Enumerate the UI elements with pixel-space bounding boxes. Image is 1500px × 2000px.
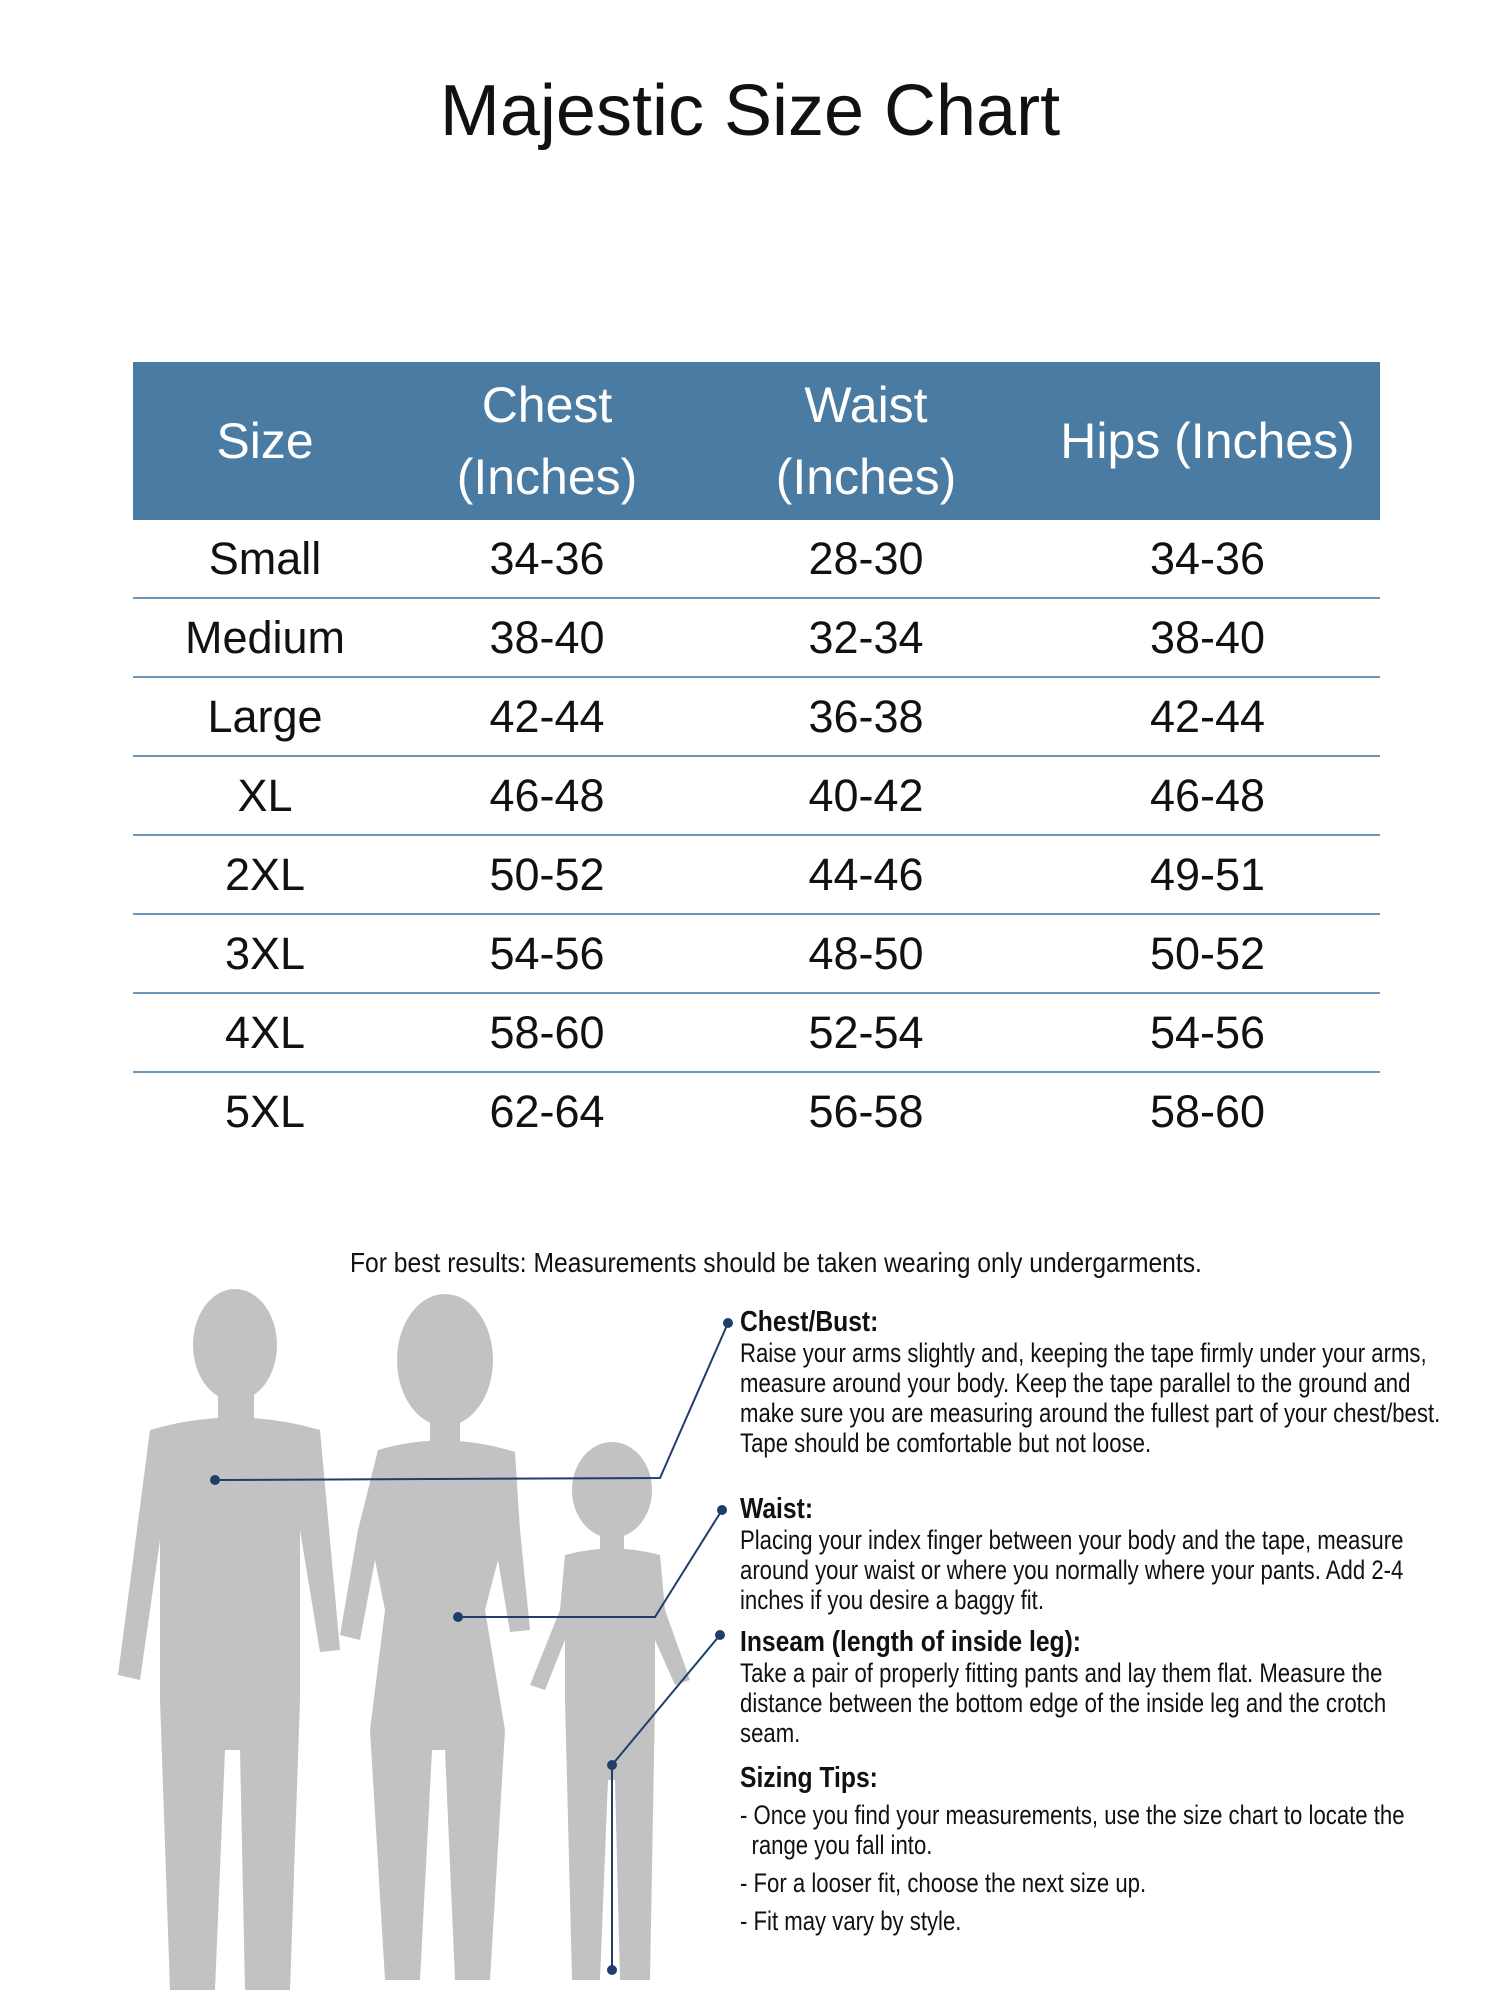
- cell-hips: 38-40: [1035, 598, 1380, 678]
- inseam-heading: Inseam (length of inside leg):: [740, 1626, 1082, 1658]
- table-row: Large 42-44 36-38 42-44: [133, 677, 1380, 757]
- inseam-label-marker: [715, 1630, 725, 1640]
- chest-marker: [210, 1475, 220, 1485]
- inseam-marker-top: [607, 1760, 617, 1770]
- chest-label-marker: [723, 1318, 733, 1328]
- table-row: Small 34-36 28-30 34-36: [133, 520, 1380, 599]
- cell-size: XL: [133, 756, 397, 836]
- waist-heading: Waist:: [740, 1493, 814, 1525]
- inseam-section: Inseam (length of inside leg): Take a pa…: [740, 1626, 1470, 1748]
- cell-size: Small: [133, 520, 397, 599]
- cell-waist: 52-54: [697, 993, 1035, 1073]
- cell-size: 4XL: [133, 993, 397, 1073]
- table-header-row: Size Chest (Inches) Waist (Inches) Hips (I…: [133, 362, 1380, 520]
- cell-chest: 38-40: [397, 598, 697, 678]
- chest-section: Chest/Bust: Raise your arms slightly and…: [740, 1306, 1470, 1458]
- cell-waist: 56-58: [808, 1085, 924, 1137]
- header-waist: Waist (Inches): [697, 362, 1035, 520]
- cell-size: Medium: [133, 598, 397, 678]
- cell-hips: 50-52: [1035, 914, 1380, 994]
- cell-size: Large: [133, 677, 397, 757]
- cell-hips: 34-36: [1035, 520, 1380, 599]
- cell-waist: 28-30: [697, 520, 1035, 599]
- cell-hips: 58-60: [1149, 1085, 1266, 1137]
- sizing-tip: - Fit may vary by style.: [740, 1906, 962, 1936]
- sizing-tips-heading: Sizing Tips:: [740, 1762, 878, 1794]
- sizing-tip: - For a looser fit, choose the next size…: [740, 1868, 1147, 1898]
- table-row: Medium 38-40 32-34 38-40: [133, 598, 1380, 678]
- cell-chest: 34-36: [397, 520, 697, 599]
- waist-text: Placing your index finger between your b…: [740, 1525, 1404, 1615]
- cell-hips: 46-48: [1035, 756, 1380, 836]
- inseam-text: Take a pair of properly fitting pants an…: [740, 1658, 1387, 1748]
- size-chart-table: Size Chest (Inches) Waist (Inches) Hips (I…: [133, 362, 1380, 1150]
- sizing-tips-list: - Once you find your measurements, use t…: [740, 1800, 1470, 1936]
- cell-chest: 42-44: [397, 677, 697, 757]
- table-row: XL 46-48 40-42 46-48: [133, 756, 1380, 836]
- cell-chest: 54-56: [397, 914, 697, 994]
- cell-hips: 42-44: [1035, 677, 1380, 757]
- table-row: 4XL 58-60 52-54 54-56: [133, 993, 1380, 1073]
- table-row: 5XL 62-64 56-58 58-60: [133, 1072, 1380, 1150]
- cell-waist: 32-34: [697, 598, 1035, 678]
- cell-size: 5XL: [224, 1085, 306, 1137]
- header-hips: Hips (Inches): [1035, 362, 1380, 520]
- cell-chest: 50-52: [397, 835, 697, 915]
- child-silhouette: [530, 1442, 690, 1980]
- woman-silhouette: [340, 1294, 530, 1980]
- cell-waist: 40-42: [697, 756, 1035, 836]
- cell-chest: 46-48: [397, 756, 697, 836]
- cell-chest: 62-64: [489, 1085, 605, 1137]
- cell-waist: 48-50: [697, 914, 1035, 994]
- sizing-tips-section: Sizing Tips: - Once you find your measur…: [740, 1762, 1470, 1944]
- chest-text: Raise your arms slightly and, keeping th…: [740, 1338, 1441, 1458]
- cell-hips: 54-56: [1035, 993, 1380, 1073]
- waist-label-marker: [717, 1505, 727, 1515]
- cell-waist: 44-46: [697, 835, 1035, 915]
- header-size: Size: [133, 362, 397, 520]
- chest-heading: Chest/Bust:: [740, 1306, 879, 1338]
- table-row: 3XL 54-56 48-50 50-52: [133, 914, 1380, 994]
- waist-section: Waist: Placing your index finger between…: [740, 1493, 1470, 1615]
- cell-chest: 58-60: [397, 993, 697, 1073]
- cell-waist: 36-38: [697, 677, 1035, 757]
- page-title: Majestic Size Chart: [439, 71, 1061, 151]
- header-chest: Chest (Inches): [397, 362, 697, 520]
- measurement-note: For best results: Measurements should be…: [350, 1247, 1202, 1278]
- waist-marker: [453, 1612, 463, 1622]
- man-silhouette: [118, 1289, 340, 1990]
- silhouettes-illustration: [118, 1289, 733, 1990]
- cell-size: 2XL: [133, 835, 397, 915]
- table-row: 2XL 50-52 44-46 49-51: [133, 835, 1380, 915]
- cell-hips: 49-51: [1035, 835, 1380, 915]
- cell-size: 3XL: [133, 914, 397, 994]
- measurement-pointers: [214, 1322, 729, 1970]
- sizing-tip: - Once you find your measurements, use t…: [740, 1800, 1405, 1860]
- inseam-marker-bottom: [607, 1965, 617, 1975]
